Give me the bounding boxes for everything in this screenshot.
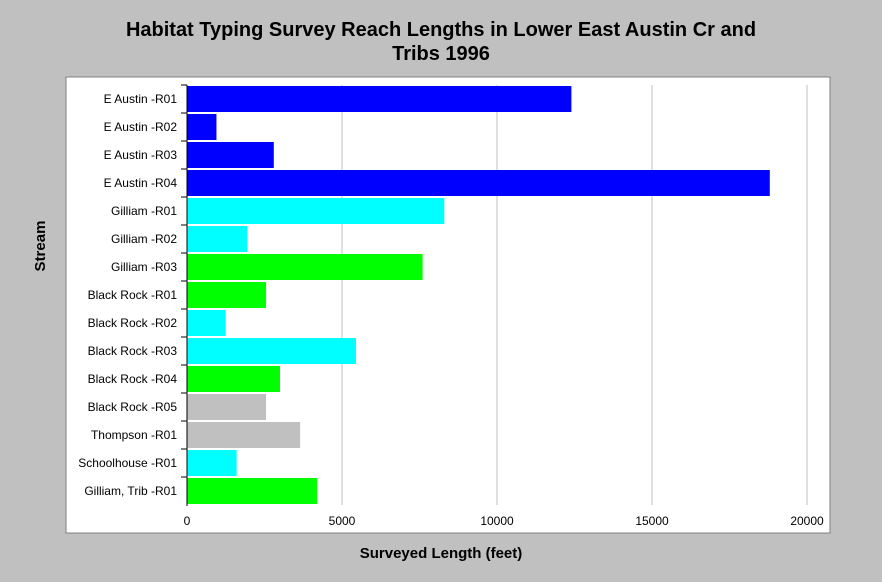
y-tick-label: Gilliam, Trib -R01 (84, 484, 177, 498)
bar (187, 450, 237, 476)
bar (187, 310, 226, 336)
bar (187, 366, 280, 392)
chart-title-line-2: Tribs 1996 (392, 43, 490, 65)
y-axis-ticks: E Austin -R01 E Austin -R02 E Austin -R03 E… (78, 84, 187, 498)
chart-title: Habitat Typing Survey Reach Lengths in L… (0, 18, 882, 66)
y-tick-label: E Austin -R01 (104, 92, 178, 106)
y-tick-label: Gilliam -R03 (111, 260, 177, 274)
x-tick-label: 10000 (480, 514, 514, 528)
bar (187, 254, 423, 280)
y-axis-label: Stream (32, 221, 49, 272)
bars (187, 86, 770, 504)
bar (187, 422, 301, 448)
bar (187, 142, 274, 168)
y-tick-label: Black Rock -R03 (88, 344, 178, 358)
bar (187, 226, 248, 252)
gridlines (341, 85, 808, 505)
x-tick-label: 20000 (790, 514, 824, 528)
y-tick-label: Thompson -R01 (91, 428, 177, 442)
y-tick-label: E Austin -R03 (104, 148, 178, 162)
bar (187, 198, 445, 224)
bar (187, 394, 267, 420)
bar (187, 86, 572, 112)
y-tick-label: Black Rock -R02 (88, 316, 178, 330)
chart-title-line-1: Habitat Typing Survey Reach Lengths in L… (125, 19, 757, 41)
y-tick-label: E Austin -R02 (104, 120, 178, 134)
bar (187, 478, 318, 504)
y-tick-label: Black Rock -R05 (88, 400, 178, 414)
y-tick-label: Gilliam -R01 (111, 204, 177, 218)
bar (187, 282, 267, 308)
y-tick-label: E Austin -R04 (104, 176, 178, 190)
bar (187, 114, 217, 140)
x-axis-ticks: 0 5000 10000 15000 20000 (184, 514, 824, 528)
x-tick-label: 5000 (329, 514, 356, 528)
y-tick-label: Gilliam -R02 (111, 232, 177, 246)
bar (187, 338, 356, 364)
y-tick-label: Black Rock -R04 (88, 372, 178, 386)
x-tick-label: 15000 (635, 514, 669, 528)
y-tick-label: Schoolhouse -R01 (78, 456, 177, 470)
x-axis-label: Surveyed Length (feet) (360, 545, 523, 562)
x-tick-label: 0 (184, 514, 191, 528)
bar (187, 170, 770, 196)
y-tick-label: Black Rock -R01 (88, 288, 178, 302)
